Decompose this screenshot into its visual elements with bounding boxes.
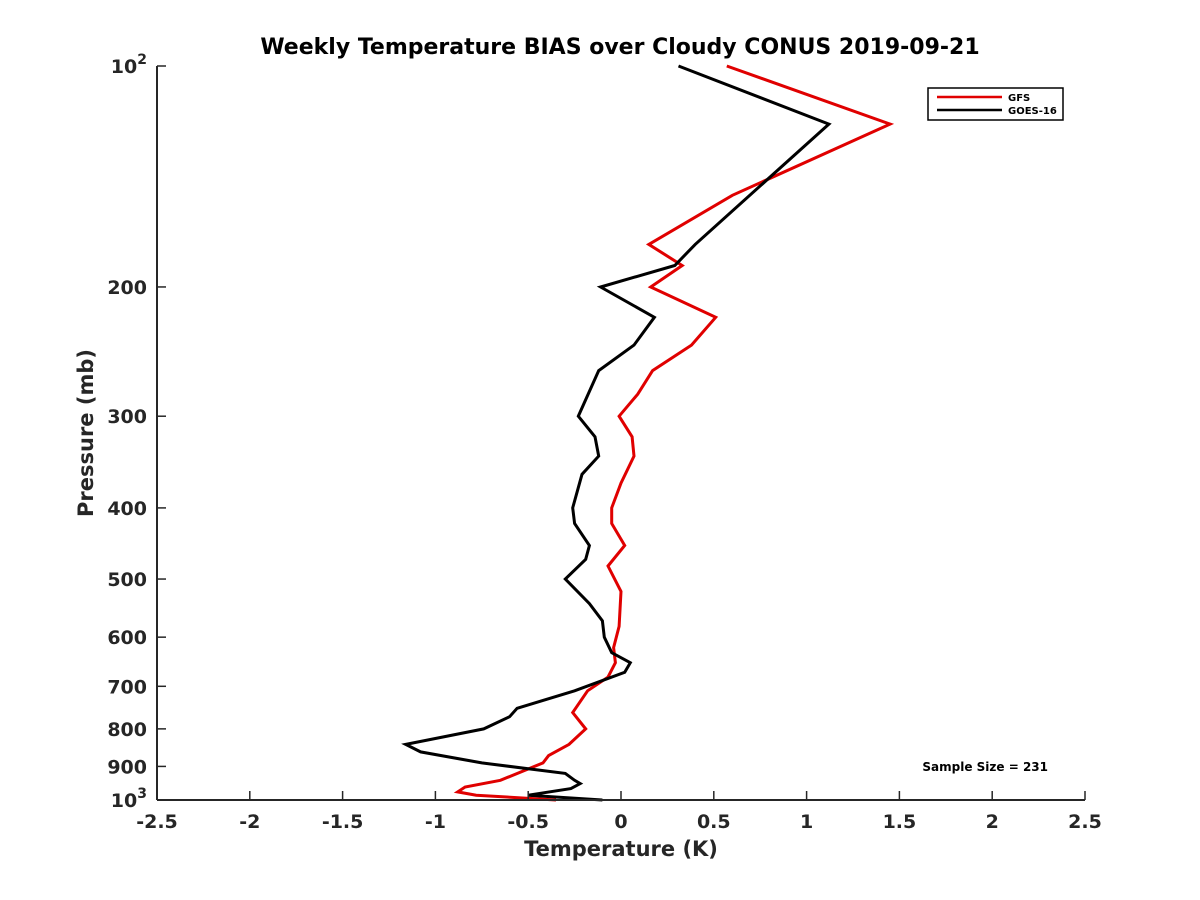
y-tick-label: 200 <box>107 277 147 299</box>
y-tick-label: 500 <box>107 569 147 591</box>
y-ticks: 102 200 300 400 500 600 700 800 900 103 <box>107 52 166 812</box>
y-tick-label: 700 <box>107 676 147 698</box>
series-line-goes16 <box>401 64 832 802</box>
x-tick-label: -2 <box>239 811 260 833</box>
x-ticks: -2.5 -2 -1.5 -1 -0.5 0 0.5 1 1.5 2 2.5 <box>136 791 1102 833</box>
y-tick-label: 400 <box>107 498 147 520</box>
y-tick-label: 103 <box>111 786 147 812</box>
x-tick-label: 2.5 <box>1068 811 1102 833</box>
x-tick-label: 2 <box>986 811 999 833</box>
y-axis-label: Pressure (mb) <box>74 349 98 517</box>
y-tick-label: 800 <box>107 719 147 741</box>
legend-box <box>927 87 1064 121</box>
y-tick-label: 300 <box>107 406 147 428</box>
chart-title: Weekly Temperature BIAS over Cloudy CONU… <box>260 35 979 60</box>
y-tick-label: 600 <box>107 627 147 649</box>
legend-label-gfs: GFS <box>1008 93 1030 104</box>
x-tick-label: -1.5 <box>322 811 364 833</box>
y-tick-label: 900 <box>107 756 147 778</box>
x-tick-label: 1.5 <box>883 811 917 833</box>
x-axis-label: Temperature (K) <box>524 837 718 861</box>
sample-size-annotation: Sample Size = 231 <box>922 760 1048 774</box>
series-layer <box>401 64 895 802</box>
x-tick-label: -2.5 <box>136 811 178 833</box>
x-tick-label: 1 <box>800 811 813 833</box>
series-line-gfs <box>453 64 895 802</box>
legend-label-goes16: GOES-16 <box>1008 106 1057 117</box>
x-tick-label: 0 <box>614 811 627 833</box>
y-tick-label: 102 <box>111 52 147 78</box>
legend: GFS GOES-16 <box>927 87 1064 121</box>
x-tick-label: -0.5 <box>507 811 549 833</box>
x-tick-label: -1 <box>425 811 446 833</box>
x-tick-label: 0.5 <box>697 811 731 833</box>
